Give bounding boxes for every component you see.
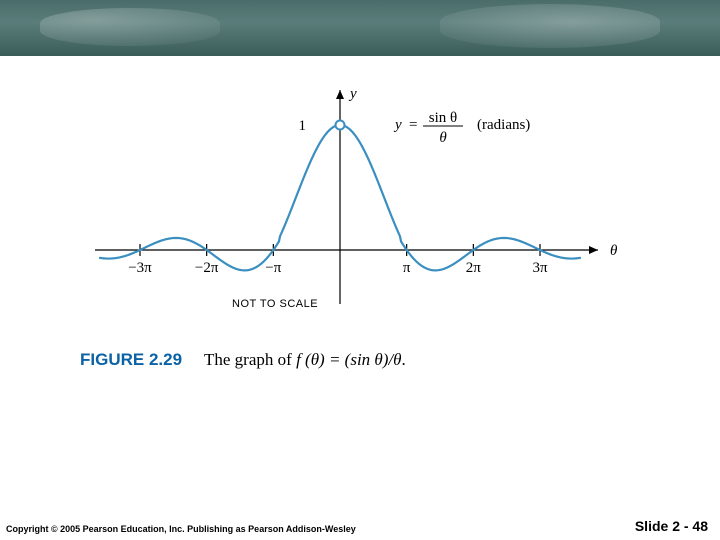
- svg-text:y: y: [393, 117, 402, 133]
- figure-caption: FIGURE 2.29 The graph of f (θ) = (sin θ)…: [80, 350, 406, 370]
- y-axis-label: y: [348, 90, 357, 102]
- svg-text:2π: 2π: [466, 260, 482, 276]
- equation-annotation: y = sin θ θ (radians): [393, 110, 530, 146]
- svg-text:sin θ: sin θ: [429, 110, 457, 126]
- slide-number: Slide 2 - 48: [635, 518, 708, 534]
- svg-text:−2π: −2π: [195, 260, 219, 276]
- x-axis-label: θ: [610, 243, 618, 259]
- svg-text:(radians): (radians): [477, 117, 530, 133]
- chart-svg: −3π −2π −π π 2π 3π 1 y θ y = sin θ θ (radians): [80, 90, 640, 310]
- caption-text: The graph of f (θ) = (sin θ)/θ.: [204, 350, 406, 369]
- svg-text:3π: 3π: [532, 260, 548, 276]
- svg-text:−3π: −3π: [128, 260, 152, 276]
- svg-text:−π: −π: [265, 260, 281, 276]
- figure-number: FIGURE 2.29: [80, 350, 182, 369]
- title-band: [0, 0, 720, 56]
- svg-text:π: π: [403, 260, 411, 276]
- svg-text:θ: θ: [439, 130, 447, 146]
- copyright-footer: Copyright © 2005 Pearson Education, Inc.…: [6, 524, 356, 534]
- sinc-chart: −3π −2π −π π 2π 3π 1 y θ y = sin θ θ (radians): [80, 90, 640, 310]
- svg-text:=: =: [409, 117, 417, 133]
- not-to-scale-label: NOT TO SCALE: [232, 298, 318, 310]
- svg-text:1: 1: [299, 118, 307, 134]
